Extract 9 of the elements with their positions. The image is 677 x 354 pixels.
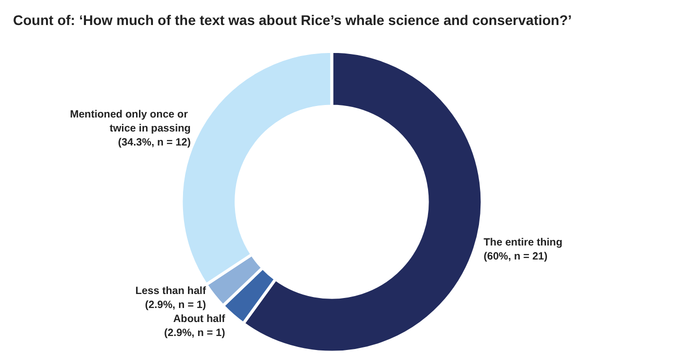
data-label: (34.3%, n = 12) — [118, 136, 191, 149]
slice-label: Less than half — [135, 285, 206, 298]
data-label: (2.9%, n = 1) — [164, 327, 226, 340]
chart-title: Count of: ‘How much of the text was about Rice’s whale science and conservation?’ — [13, 12, 572, 28]
slice-label: The entire thing — [484, 236, 562, 249]
data-label: (2.9%, n = 1) — [144, 299, 206, 312]
slice-label: Mentioned only once or twice in passing — [70, 108, 191, 135]
data-label: (60%, n = 21) — [484, 250, 548, 263]
slice-label: About half — [173, 313, 226, 326]
